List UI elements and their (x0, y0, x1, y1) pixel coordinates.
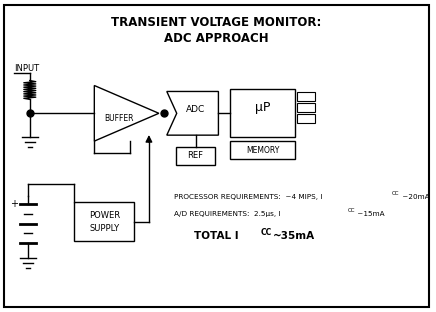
Bar (297, 114, 315, 123)
Text: SUPPLY: SUPPLY (89, 224, 119, 233)
Text: A/D REQUIREMENTS:  2.5μs, I: A/D REQUIREMENTS: 2.5μs, I (174, 211, 280, 217)
Text: +: + (10, 199, 18, 209)
Text: PROCESSOR REQUIREMENTS:  ~4 MIPS, I: PROCESSOR REQUIREMENTS: ~4 MIPS, I (174, 194, 322, 200)
Text: TRANSIENT VOLTAGE MONITOR:: TRANSIENT VOLTAGE MONITOR: (111, 17, 322, 29)
Text: ~15mA: ~15mA (355, 211, 385, 217)
Text: CC: CC (392, 191, 400, 196)
Text: ~35mA: ~35mA (273, 232, 315, 241)
Text: INPUT: INPUT (14, 64, 39, 73)
Text: CC: CC (261, 228, 272, 237)
Polygon shape (94, 85, 159, 141)
Text: MEMORY: MEMORY (246, 145, 279, 154)
Text: ~20mA: ~20mA (400, 194, 430, 200)
Polygon shape (167, 91, 218, 135)
Text: CC: CC (347, 208, 355, 213)
Bar (297, 92, 315, 101)
Text: BUFFER: BUFFER (104, 114, 133, 123)
Bar (176, 147, 215, 165)
Text: POWER: POWER (89, 211, 120, 220)
Text: REF: REF (187, 152, 204, 160)
Bar (75, 202, 134, 241)
Text: TOTAL I: TOTAL I (194, 232, 238, 241)
Text: μP: μP (255, 101, 270, 114)
Bar (230, 90, 295, 137)
Bar (297, 103, 315, 112)
Text: ADC: ADC (186, 105, 205, 114)
Text: ADC APPROACH: ADC APPROACH (164, 32, 269, 45)
Bar (230, 141, 295, 159)
